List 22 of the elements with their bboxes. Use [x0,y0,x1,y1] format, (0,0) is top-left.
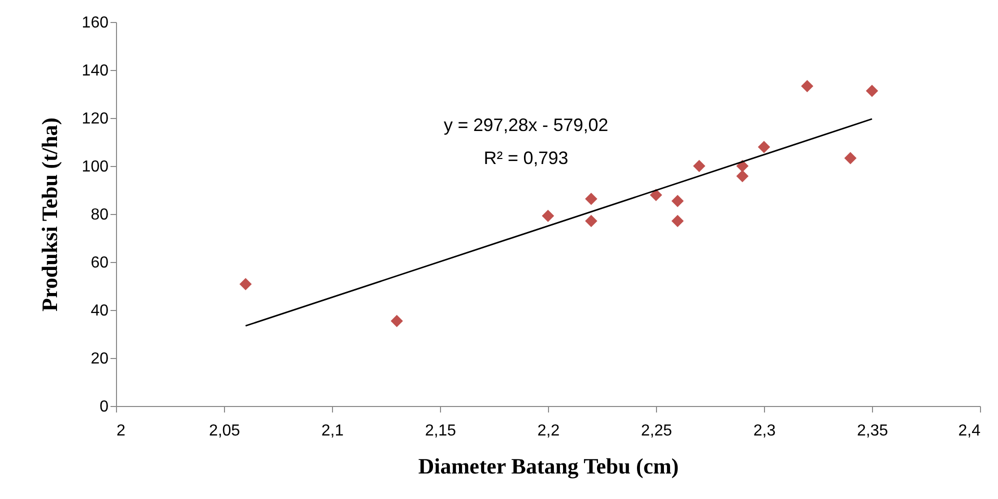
x-tick-label: 2,4 [958,422,981,440]
y-tick-label: 100 [82,158,109,176]
x-tick-label: 2,2 [537,422,560,440]
y-tick-label: 20 [90,350,109,368]
y-tick-label: 40 [90,302,109,320]
x-tick-label: 2,1 [321,422,344,440]
y-tick-label: 140 [82,62,109,80]
x-axis-title: Diameter Batang Tebu (cm) [418,454,679,478]
y-tick-label: 80 [90,206,109,224]
annotation: R² = 0,793 [484,148,568,168]
y-axis-title: Produksi Tebu (t/ha) [36,117,62,312]
x-tick-label: 2,25 [640,422,672,440]
y-tick-label: 120 [82,110,109,128]
x-tick-label: 2,15 [424,422,456,440]
annotation: y = 297,28x - 579,02 [444,115,608,135]
x-tick-label: 2,35 [856,422,888,440]
x-tick-label: 2,05 [208,422,240,440]
y-tick-label: 0 [100,398,109,416]
y-tick-label: 160 [82,14,109,32]
y-tick-label: 60 [90,254,109,272]
x-tick-label: 2 [116,422,126,440]
x-tick-label: 2,3 [753,422,776,440]
